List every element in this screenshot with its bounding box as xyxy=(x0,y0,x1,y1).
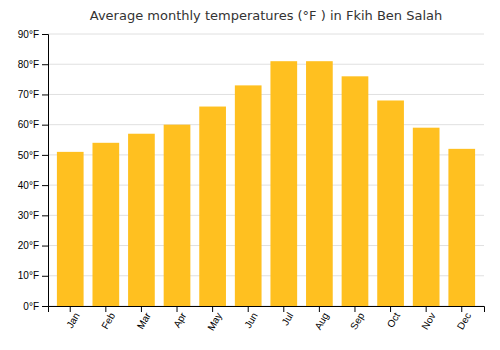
bar xyxy=(306,61,333,306)
grid xyxy=(48,34,484,306)
axis-line xyxy=(49,307,485,313)
tick-label: Aug xyxy=(312,311,330,332)
tick-mark xyxy=(42,306,48,307)
tick-label: 0°F xyxy=(23,301,39,312)
tick-label: Feb xyxy=(99,310,117,331)
tick-mark xyxy=(105,306,106,312)
tick: 10°F xyxy=(18,270,48,281)
tick-mark xyxy=(42,276,48,277)
tick-label: 60°F xyxy=(18,119,39,130)
tick-mark xyxy=(42,246,48,247)
tick-mark xyxy=(42,185,48,186)
grid-line xyxy=(48,64,484,65)
tick: Jan xyxy=(64,306,82,330)
tick: 80°F xyxy=(18,59,48,70)
tick-mark xyxy=(70,306,71,312)
tick-label: 10°F xyxy=(18,270,39,281)
tick: Oct xyxy=(385,306,402,330)
tick-mark xyxy=(42,64,48,65)
tick: Feb xyxy=(99,306,117,331)
grid-line xyxy=(48,34,484,35)
tick-mark xyxy=(42,215,48,216)
tick-label: Jul xyxy=(279,311,295,328)
tick-mark xyxy=(426,306,427,312)
tick-mark xyxy=(141,306,142,312)
tick-label: 40°F xyxy=(18,180,39,191)
tick: 0°F xyxy=(23,301,48,312)
tick-label: Jan xyxy=(64,311,82,330)
tick: 70°F xyxy=(18,89,48,100)
bar xyxy=(57,152,84,306)
tick: 30°F xyxy=(18,210,48,221)
axis-line xyxy=(42,35,49,307)
tick-mark xyxy=(212,306,213,312)
bar xyxy=(270,61,297,306)
tick-mark xyxy=(42,34,48,35)
tick-label: Oct xyxy=(385,310,402,329)
tick-label: May xyxy=(205,311,224,333)
tick-mark xyxy=(354,306,355,312)
tick-label: 30°F xyxy=(18,210,39,221)
tick-mark xyxy=(42,94,48,95)
tick: 50°F xyxy=(18,150,48,161)
tick: 40°F xyxy=(18,180,48,191)
tick: 90°F xyxy=(18,29,48,40)
tick: Nov xyxy=(419,306,437,332)
tick-label: Apr xyxy=(171,310,189,330)
tick: Aug xyxy=(312,306,330,332)
tick-label: Sep xyxy=(348,310,367,331)
tick-label: 20°F xyxy=(18,240,39,251)
bar xyxy=(164,125,191,306)
tick-mark xyxy=(42,125,48,126)
tick: 60°F xyxy=(18,119,48,130)
tick-mark xyxy=(319,306,320,312)
tick: Mar xyxy=(135,306,153,331)
grid-line xyxy=(48,94,484,95)
tick-mark xyxy=(390,306,391,312)
tick-label: 70°F xyxy=(18,89,39,100)
tick-label: 80°F xyxy=(18,59,39,70)
tick-label: 50°F xyxy=(18,150,39,161)
tick-label: Dec xyxy=(455,311,473,332)
grid-line xyxy=(48,124,484,125)
tick-mark xyxy=(177,306,178,312)
tick: Jun xyxy=(242,306,260,330)
tick: Jul xyxy=(279,306,295,327)
bar xyxy=(92,143,119,306)
tick-label: 90°F xyxy=(18,29,39,40)
tick: Sep xyxy=(348,306,367,332)
bar xyxy=(235,85,262,306)
tick: 20°F xyxy=(18,240,48,251)
bar xyxy=(199,107,226,306)
bar xyxy=(413,128,440,306)
plot-area: 0°F 10°F 20°F 30°F 40°F 50°F 60°F 70°F 80°F 90°F J… xyxy=(18,29,485,333)
bar xyxy=(448,149,475,306)
tick: Apr xyxy=(171,306,189,330)
bar xyxy=(377,100,404,306)
x-axis: Jan Feb Mar Apr May Jun Jul Aug Sep Oct Nov Dec xyxy=(49,306,485,332)
chart: 0°F 10°F 20°F 30°F 40°F 50°F 60°F 70°F 80°F 90°F J… xyxy=(0,0,500,350)
tick-label: Mar xyxy=(135,310,153,331)
y-axis: 0°F 10°F 20°F 30°F 40°F 50°F 60°F 70°F 80°F 90°F xyxy=(18,29,49,312)
bar xyxy=(128,134,155,306)
tick: May xyxy=(205,306,224,332)
tick-mark xyxy=(461,306,462,312)
tick: Dec xyxy=(455,306,473,332)
tick-mark xyxy=(42,155,48,156)
tick-label: Jun xyxy=(242,311,260,330)
bar xyxy=(342,76,369,306)
title: Average monthly temperatures (°F ) in Fk… xyxy=(90,8,442,23)
tick-mark xyxy=(248,306,249,312)
tick-mark xyxy=(283,306,284,312)
tick-label: Nov xyxy=(419,311,437,332)
bars xyxy=(57,61,475,306)
